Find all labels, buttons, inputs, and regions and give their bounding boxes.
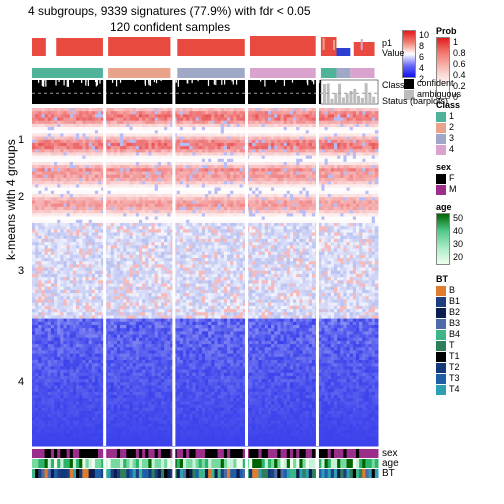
annot-label: Status (barplots) bbox=[382, 96, 448, 106]
legend-BT: BTBB1B2B3B4TT1T2T3T4 bbox=[436, 274, 460, 395]
y-tick: 3 bbox=[18, 265, 24, 277]
legend-scale: 108642 bbox=[402, 30, 429, 78]
annot-label: p1 bbox=[382, 38, 392, 48]
annot-label: Value bbox=[382, 48, 404, 58]
y-tick: 4 bbox=[18, 376, 24, 388]
track-label-BT: BT bbox=[382, 468, 395, 479]
annot-label: Class bbox=[382, 80, 405, 90]
legend-Class: Class1234 bbox=[436, 100, 460, 155]
legend-age: age50403020 bbox=[436, 202, 463, 265]
y-tick: 2 bbox=[18, 191, 24, 203]
y-tick: 1 bbox=[18, 134, 24, 146]
legend-sex: sexFM bbox=[436, 162, 457, 195]
